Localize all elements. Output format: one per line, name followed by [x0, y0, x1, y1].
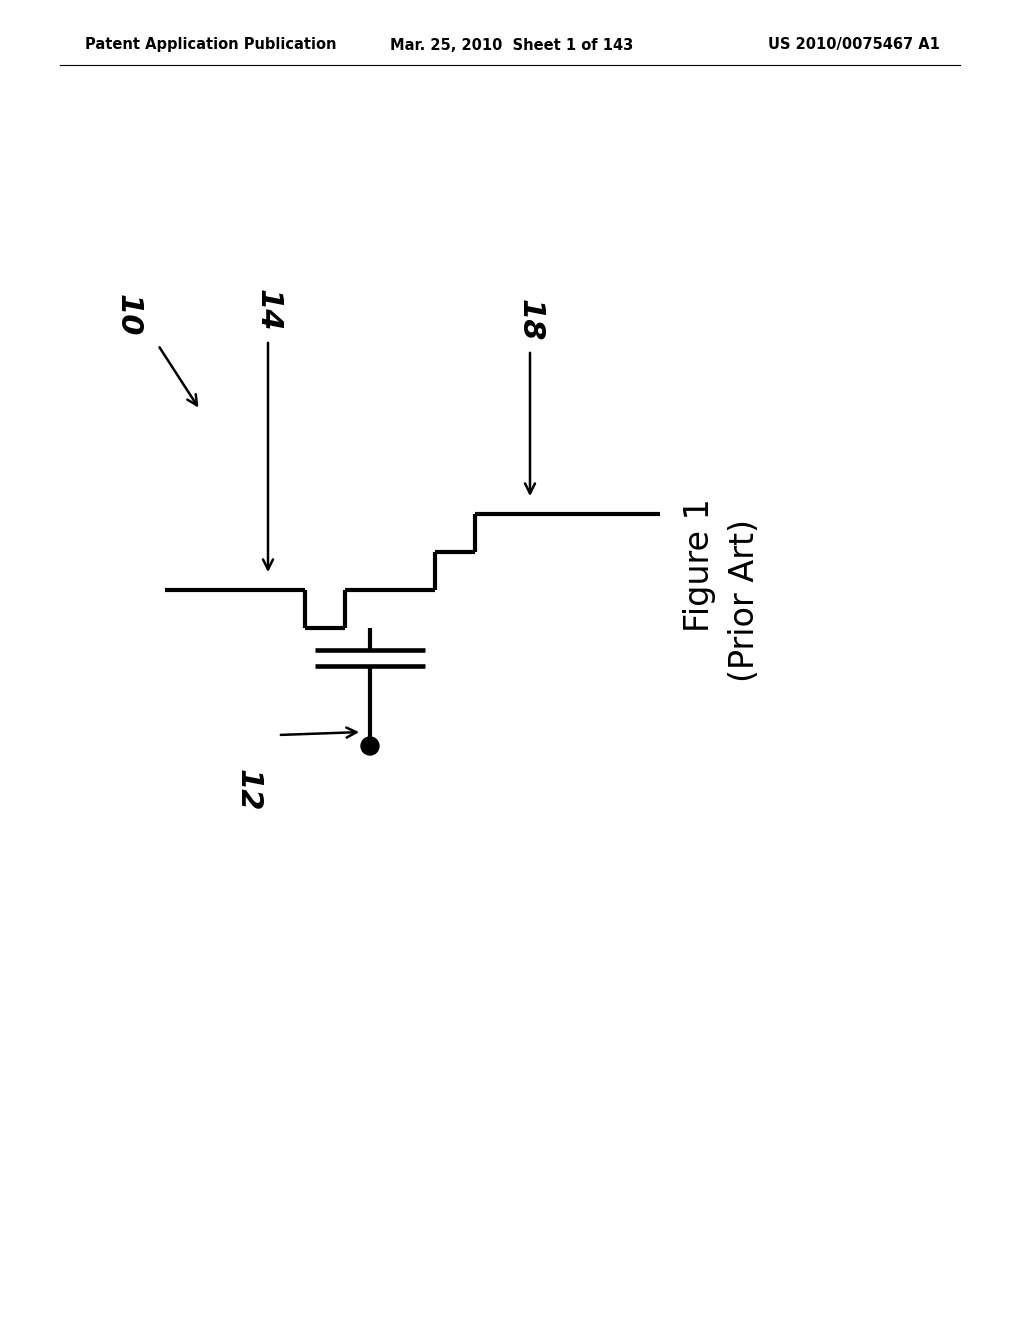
Text: US 2010/0075467 A1: US 2010/0075467 A1	[768, 37, 940, 53]
Circle shape	[361, 737, 379, 755]
Text: Patent Application Publication: Patent Application Publication	[85, 37, 337, 53]
Text: 12: 12	[233, 768, 262, 812]
Text: (Prior Art): (Prior Art)	[728, 519, 762, 681]
Text: Figure 1: Figure 1	[683, 498, 717, 632]
Text: Mar. 25, 2010  Sheet 1 of 143: Mar. 25, 2010 Sheet 1 of 143	[390, 37, 634, 53]
Text: 14: 14	[254, 289, 283, 331]
Text: 10: 10	[114, 294, 142, 337]
Text: 18: 18	[515, 298, 545, 342]
